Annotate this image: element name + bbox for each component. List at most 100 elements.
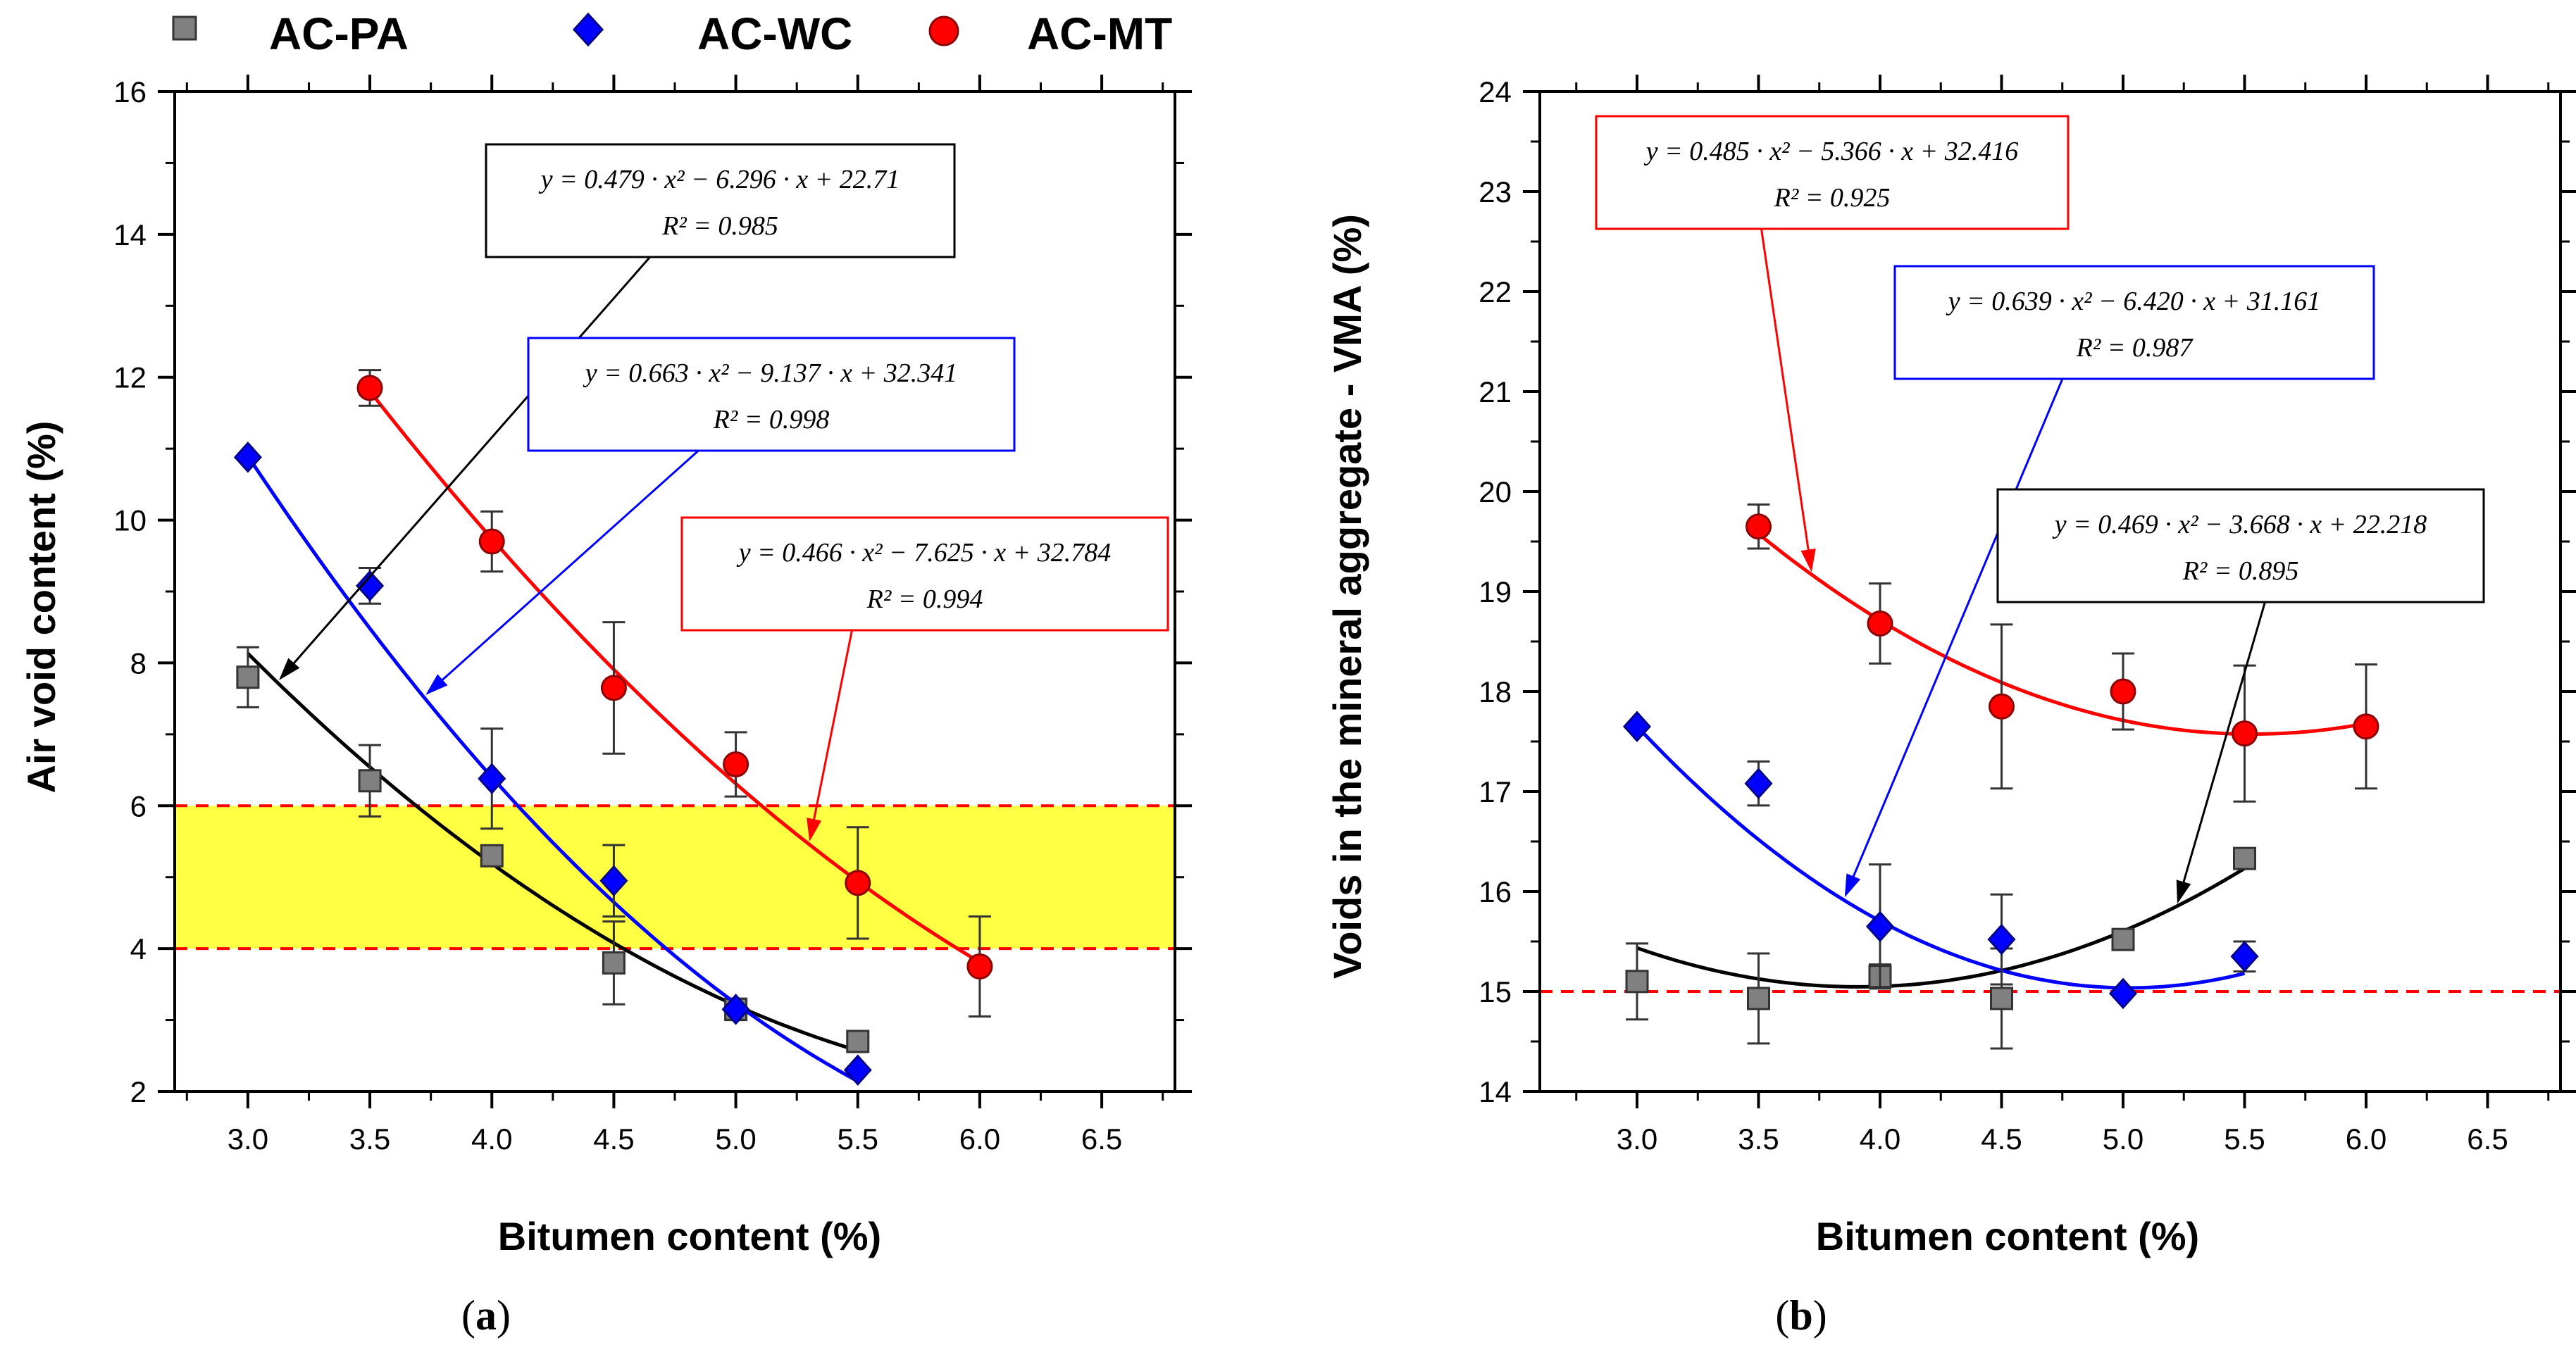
p0-eq-arrowhead-ac-pa bbox=[279, 658, 300, 680]
p0-equation-box-ac-mt bbox=[680, 516, 1169, 632]
p0-point-ac-mt bbox=[478, 528, 505, 555]
p0-x-tick-label: 6.0 bbox=[959, 1122, 1000, 1156]
p1-eq-arrow-ac-mt bbox=[1760, 228, 1811, 557]
p1-point-ac-pa bbox=[2233, 846, 2256, 870]
p1-point-ac-pa bbox=[1747, 987, 1770, 1010]
legend-item-ac-mt: AC-MT bbox=[928, 8, 1172, 59]
p1-y-tick-label: 22 bbox=[1479, 275, 1512, 308]
p0-x-tick-label: 6.5 bbox=[1081, 1122, 1122, 1156]
p0-fit-curve-ac-pa bbox=[247, 652, 859, 1053]
p0-equation-text-ac-mt: y = 0.466 · x² − 7.625 · x + 32.784 bbox=[736, 538, 1111, 568]
p1-x-tick-label: 5.5 bbox=[2224, 1122, 2265, 1156]
p0-point-ac-mt bbox=[600, 675, 627, 701]
p1-fit-curve-ac-mt bbox=[1757, 532, 2367, 736]
p0-point-ac-pa bbox=[602, 951, 626, 975]
p1-x-tick-label: 3.5 bbox=[1738, 1122, 1779, 1156]
p1-x-tick-label: 5.0 bbox=[2103, 1122, 2143, 1156]
p0-point-ac-wc bbox=[721, 994, 750, 1025]
chart-panel-a: 3.0 3.5 4.0 4.5 5.0 5.5 6.0 6.5 2 4 6 8 10 12 14 16 y = … bbox=[19, 75, 1192, 1339]
p1-x-tick-label: 4.5 bbox=[1981, 1122, 2022, 1156]
y-axis-title-b: Voids in the mineral aggregate - VMA (%) bbox=[1325, 214, 1369, 979]
p0-point-ac-wc bbox=[478, 763, 506, 794]
p0-point-ac-pa bbox=[846, 1029, 870, 1053]
p1-point-ac-mt bbox=[1989, 693, 2015, 720]
p1-r2-text-ac-pa: R² = 0.895 bbox=[2182, 556, 2299, 586]
p1-point-ac-mt bbox=[2353, 713, 2379, 740]
p0-eq-arrowhead-ac-mt bbox=[807, 818, 822, 841]
p1-point-ac-pa bbox=[2111, 927, 2135, 951]
x-axis-title-b: Bitumen content (%) bbox=[1816, 1214, 2199, 1258]
p0-eq-arrow-ac-pa bbox=[288, 256, 651, 670]
legend-label-ac-mt: AC-MT bbox=[1027, 8, 1172, 59]
panel-letter-b: b bbox=[1789, 1292, 1812, 1339]
p1-r2-text-ac-mt: R² = 0.925 bbox=[1774, 183, 1891, 213]
p0-y-tick-label: 16 bbox=[113, 75, 147, 108]
p0-y-tick-label: 12 bbox=[113, 361, 147, 394]
p1-point-ac-pa bbox=[1990, 987, 2013, 1010]
p0-fit-curve-ac-mt bbox=[368, 389, 981, 964]
p1-eq-arrowhead-ac-pa bbox=[2176, 880, 2191, 904]
p1-fit-curve-ac-pa bbox=[1636, 867, 2246, 989]
p1-y-tick-label: 18 bbox=[1479, 675, 1512, 708]
p1-y-tick-label: 19 bbox=[1479, 575, 1512, 608]
p1-fit-curve-ac-wc bbox=[1636, 725, 2246, 990]
p1-point-ac-mt bbox=[2232, 720, 2258, 747]
y-axis-title-a: Air void content (%) bbox=[19, 421, 63, 794]
p0-x-tick-label: 5.0 bbox=[715, 1122, 756, 1156]
p1-eq-arrow-ac-wc bbox=[1849, 378, 2064, 884]
p0-point-ac-pa bbox=[358, 769, 382, 793]
p1-eq-arrowhead-ac-wc bbox=[1844, 873, 1861, 898]
p0-r2-text-ac-mt: R² = 0.994 bbox=[866, 584, 983, 614]
p0-point-ac-pa bbox=[480, 844, 504, 868]
p0-equation-box-ac-wc bbox=[527, 337, 1016, 452]
p1-equation-box-ac-pa bbox=[1996, 488, 2485, 603]
p1-point-ac-wc bbox=[1622, 711, 1652, 742]
p1-equation-box-ac-wc bbox=[1893, 265, 2375, 380]
p0-y-tick-label: 8 bbox=[130, 646, 147, 680]
p0-point-ac-pa bbox=[236, 665, 260, 689]
p0-x-tick-label: 4.0 bbox=[471, 1122, 512, 1156]
p0-point-ac-wc bbox=[599, 865, 628, 897]
p1-point-ac-mt bbox=[1867, 610, 1893, 637]
p1-equation-text-ac-mt: y = 0.485 · x² − 5.366 · x + 32.416 bbox=[1643, 137, 2018, 166]
p0-target-band bbox=[175, 806, 1175, 949]
p1-equation-text-ac-wc: y = 0.639 · x² − 6.420 · x + 31.161 bbox=[1946, 287, 2320, 316]
p1-r2-text-ac-wc: R² = 0.987 bbox=[2076, 333, 2194, 363]
legend: AC-PA AC-WC AC-MT bbox=[172, 8, 1172, 59]
p1-y-tick-label: 14 bbox=[1479, 1075, 1512, 1108]
p0-point-ac-wc bbox=[356, 570, 385, 602]
p1-y-tick-label: 15 bbox=[1479, 975, 1512, 1008]
p1-point-ac-mt bbox=[1746, 513, 1772, 540]
p0-x-tick-label: 3.5 bbox=[349, 1122, 390, 1156]
p0-point-ac-mt bbox=[845, 870, 871, 896]
plot-area-b: 3.0 3.5 4.0 4.5 5.0 5.5 6.0 6.5 14 15 16 17 18 19 20 21… bbox=[1479, 75, 2576, 1156]
p0-y-tick-label: 14 bbox=[113, 218, 147, 251]
p0-y-tick-label: 2 bbox=[130, 1075, 147, 1108]
p0-eq-arrow-ac-wc bbox=[436, 449, 699, 686]
p1-x-tick-label: 6.5 bbox=[2467, 1122, 2508, 1156]
p0-y-tick-label: 4 bbox=[130, 932, 147, 965]
p1-x-tick-label: 6.0 bbox=[2346, 1122, 2387, 1156]
p1-point-ac-wc bbox=[1744, 768, 1773, 799]
p1-point-ac-mt bbox=[2110, 678, 2136, 705]
legend-item-ac-pa: AC-PA bbox=[172, 8, 409, 59]
p0-r2-text-ac-wc: R² = 0.998 bbox=[713, 405, 830, 434]
legend-label-ac-pa: AC-PA bbox=[269, 8, 409, 59]
p1-y-tick-label: 21 bbox=[1479, 375, 1512, 408]
p1-point-ac-pa bbox=[1625, 970, 1649, 994]
p0-point-ac-wc bbox=[843, 1054, 872, 1086]
p1-y-tick-label: 17 bbox=[1479, 775, 1512, 808]
panel-letter-a: a bbox=[475, 1292, 497, 1339]
panel-label-b: (b) bbox=[1775, 1292, 1827, 1339]
p0-r2-text-ac-pa: R² = 0.985 bbox=[661, 211, 778, 241]
p0-x-tick-label: 5.5 bbox=[838, 1122, 878, 1156]
plot-area-a: 3.0 3.5 4.0 4.5 5.0 5.5 6.0 6.5 2 4 6 8 10 12 14 16 y = … bbox=[113, 75, 1192, 1156]
legend-marker-ac-wc bbox=[572, 12, 604, 47]
legend-marker-ac-mt bbox=[928, 15, 959, 46]
legend-item-ac-wc: AC-WC bbox=[572, 8, 852, 59]
p0-y-tick-label: 6 bbox=[130, 789, 147, 822]
p0-point-ac-mt bbox=[966, 953, 993, 979]
p1-eq-arrowhead-ac-mt bbox=[1800, 548, 1816, 572]
p0-equation-text-ac-wc: y = 0.663 · x² − 9.137 · x + 32.341 bbox=[583, 358, 957, 388]
p0-equation-box-ac-pa bbox=[485, 143, 956, 258]
